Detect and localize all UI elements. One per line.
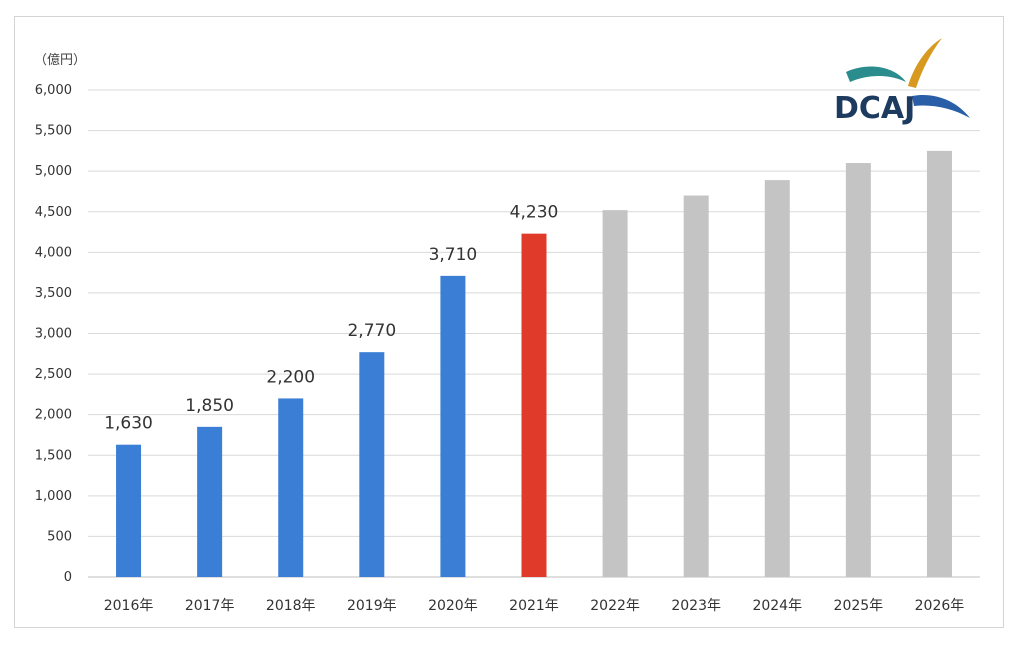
bar-2025年 (845, 163, 871, 578)
data-label: 1,850 (185, 396, 234, 416)
y-tick-label: 4,500 (35, 205, 72, 220)
chart-frame (14, 16, 1004, 628)
y-tick-label: 6,000 (35, 83, 72, 98)
x-tick-label: 2022年 (590, 598, 640, 614)
x-tick-label: 2021年 (509, 598, 559, 614)
bar-2024年 (764, 180, 790, 577)
x-tick-label: 2019年 (347, 598, 397, 614)
logo-swoosh-blue (912, 94, 970, 118)
x-tick-label: 2026年 (915, 598, 965, 614)
x-axis-ticks: 2016年 2017年 2018年 2019年 2020年 2021年 2022年 2023年… (104, 598, 965, 614)
bar-2016年 (116, 444, 142, 577)
x-tick-label: 2016年 (104, 598, 154, 614)
x-tick-label: 2024年 (752, 598, 802, 614)
data-label: 1,630 (104, 414, 153, 434)
dcaj-logo: DCAJ (834, 38, 970, 126)
y-tick-label: 0 (64, 570, 72, 585)
y-tick-label: 1,000 (35, 489, 72, 504)
x-tick-label: 2020年 (428, 598, 478, 614)
logo-wordmark: DCAJ (834, 91, 915, 126)
bar-2020年 (440, 275, 466, 577)
bar-2018年 (278, 398, 304, 577)
bars (116, 150, 952, 578)
logo-swoosh-teal (846, 66, 906, 82)
data-label: 2,770 (347, 321, 396, 341)
x-tick-label: 2023年 (671, 598, 721, 614)
bar-2021年 (521, 233, 547, 578)
data-label: 2,200 (266, 367, 315, 387)
y-tick-label: 5,500 (35, 124, 72, 139)
x-tick-label: 2018年 (266, 598, 316, 614)
bar-2019年 (359, 352, 385, 577)
y-tick-label: 2,000 (35, 408, 72, 423)
bar-2022年 (602, 210, 628, 578)
x-tick-label: 2017年 (185, 598, 235, 614)
y-axis-ticks: 0 500 1,000 1,500 2,000 2,500 3,000 3,500 4,000 4… (35, 83, 72, 585)
logo-swoosh-gold (908, 38, 942, 88)
x-tick-label: 2025年 (834, 598, 884, 614)
y-tick-label: 1,500 (35, 448, 72, 463)
bar-2017年 (197, 426, 223, 577)
bar-2023年 (683, 195, 709, 577)
y-tick-label: 4,000 (35, 245, 72, 260)
data-label: 3,710 (429, 245, 478, 265)
y-tick-label: 5,000 (35, 164, 72, 179)
data-labels: 1,630 1,850 2,200 2,770 3,710 4,230 (104, 203, 558, 434)
data-label: 4,230 (510, 203, 559, 223)
y-tick-label: 3,500 (35, 286, 72, 301)
y-axis-unit-label: （億円） (34, 52, 86, 68)
y-tick-label: 2,500 (35, 367, 72, 382)
y-tick-label: 500 (47, 529, 72, 544)
bar-2026年 (926, 150, 952, 577)
y-tick-label: 3,000 (35, 327, 72, 342)
